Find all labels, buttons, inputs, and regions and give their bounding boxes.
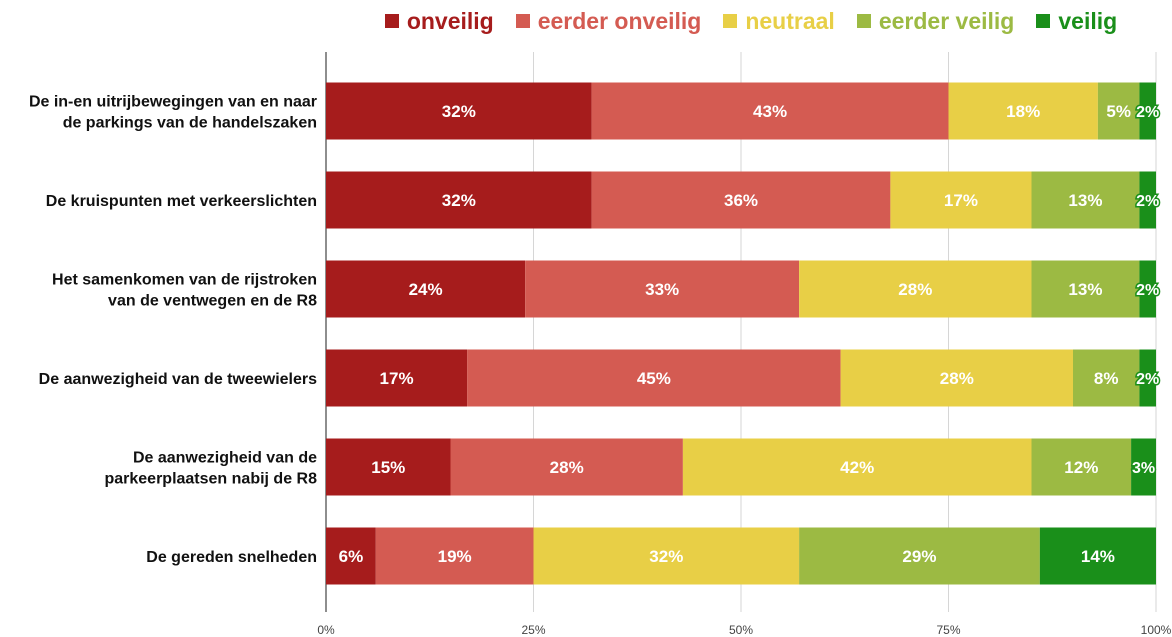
bar-segment xyxy=(326,260,526,318)
data-label: 33% xyxy=(645,280,679,299)
category-label: parkeerplaatsen nabij de R8 xyxy=(104,471,317,488)
data-label: 15% xyxy=(371,458,405,477)
data-label: 17% xyxy=(380,369,414,388)
data-label: 45% xyxy=(637,369,671,388)
legend-swatch xyxy=(723,14,738,28)
data-label: 28% xyxy=(898,280,932,299)
category-label: De aanwezigheid van de tweewielers xyxy=(39,371,317,388)
x-tick-label: 50% xyxy=(729,623,753,637)
data-label: 17% xyxy=(944,191,978,210)
bar-segment xyxy=(326,527,376,585)
bar-segment xyxy=(1139,171,1156,229)
legend-swatch xyxy=(856,14,871,28)
bar-segment xyxy=(326,438,451,496)
x-tick-label: 25% xyxy=(521,623,545,637)
data-label: 13% xyxy=(1068,280,1102,299)
x-tick-label: 100% xyxy=(1141,623,1172,637)
bar-segment xyxy=(375,527,534,585)
bar-segment xyxy=(1073,349,1140,407)
legend-label: neutraal xyxy=(745,7,835,34)
bar-segment xyxy=(326,171,592,229)
category-label: de parkings van de handelszaken xyxy=(63,115,317,132)
bar-segment xyxy=(467,349,841,407)
category-label: De aanwezigheid van de xyxy=(133,450,317,467)
data-label: 2% xyxy=(1136,371,1159,388)
legend-item: eerder onveilig xyxy=(515,7,702,35)
bar-segment xyxy=(840,349,1073,407)
bar-segment xyxy=(1139,260,1156,318)
legend-label: eerder veilig xyxy=(878,7,1015,34)
data-label: 12% xyxy=(1064,458,1098,477)
bar-segment xyxy=(1039,527,1156,585)
bar-segment xyxy=(326,349,468,407)
bar-segment xyxy=(450,438,683,496)
bar-segment xyxy=(1097,82,1140,140)
bar-segment xyxy=(591,82,949,140)
data-label: 2% xyxy=(1136,104,1159,121)
legend-swatch xyxy=(515,14,530,28)
category-label: van de ventwegen en de R8 xyxy=(108,293,317,310)
bar-segment xyxy=(799,527,1040,585)
legend-label: onveilig xyxy=(406,7,494,34)
x-tick-label: 0% xyxy=(317,623,335,637)
legend-item: veilig xyxy=(1036,8,1117,35)
bar-segment xyxy=(948,82,1098,140)
bar-segment xyxy=(525,260,800,318)
legend-item: eerder veilig xyxy=(856,7,1015,35)
bar-segment xyxy=(1139,82,1156,140)
legend-swatch xyxy=(384,14,399,28)
legend-swatch xyxy=(1036,14,1051,28)
data-label: 13% xyxy=(1068,191,1102,210)
x-tick-label: 75% xyxy=(936,623,960,637)
bar-segment xyxy=(326,82,592,140)
bar-segment xyxy=(890,171,1032,229)
bar-segment xyxy=(1031,438,1132,496)
category-label: De kruispunten met verkeerslichten xyxy=(46,193,317,210)
data-label: 32% xyxy=(649,547,683,566)
legend-label: veilig xyxy=(1058,7,1118,34)
category-label: Het samenkomen van de rijstroken xyxy=(52,272,317,289)
bar-segment xyxy=(799,260,1032,318)
data-label: 29% xyxy=(902,547,936,566)
data-label: 14% xyxy=(1081,547,1115,566)
data-label: 28% xyxy=(940,369,974,388)
category-label: De in-en uitrijbewegingen van en naar xyxy=(29,94,317,111)
bar-segment xyxy=(533,527,800,585)
data-label: 36% xyxy=(724,191,758,210)
bar-segment xyxy=(1031,171,1140,229)
data-label: 24% xyxy=(409,280,443,299)
data-label: 19% xyxy=(438,547,472,566)
data-label: 32% xyxy=(442,102,476,121)
data-label: 32% xyxy=(442,191,476,210)
data-label: 2% xyxy=(1136,282,1159,299)
data-label: 8% xyxy=(1094,369,1119,388)
bar-segment xyxy=(591,171,891,229)
chart-legend: onveilig eerder onveilig neutraal eerder ve… xyxy=(0,4,1172,38)
bar-segment xyxy=(1139,349,1156,407)
data-label: 18% xyxy=(1006,102,1040,121)
bar-segment xyxy=(1031,260,1140,318)
data-label: 28% xyxy=(550,458,584,477)
data-label: 6% xyxy=(339,547,364,566)
data-label: 43% xyxy=(753,102,787,121)
data-label: 42% xyxy=(840,458,874,477)
data-label: 3% xyxy=(1132,460,1155,477)
bar-segment xyxy=(1131,438,1156,496)
data-label: 5% xyxy=(1106,102,1131,121)
legend-item: neutraal xyxy=(723,7,835,35)
data-label: 2% xyxy=(1136,193,1159,210)
bar-segment xyxy=(682,438,1032,496)
category-label: De gereden snelheden xyxy=(146,549,317,566)
legend-label: eerder onveilig xyxy=(537,7,702,34)
legend-item: onveilig xyxy=(384,7,494,35)
